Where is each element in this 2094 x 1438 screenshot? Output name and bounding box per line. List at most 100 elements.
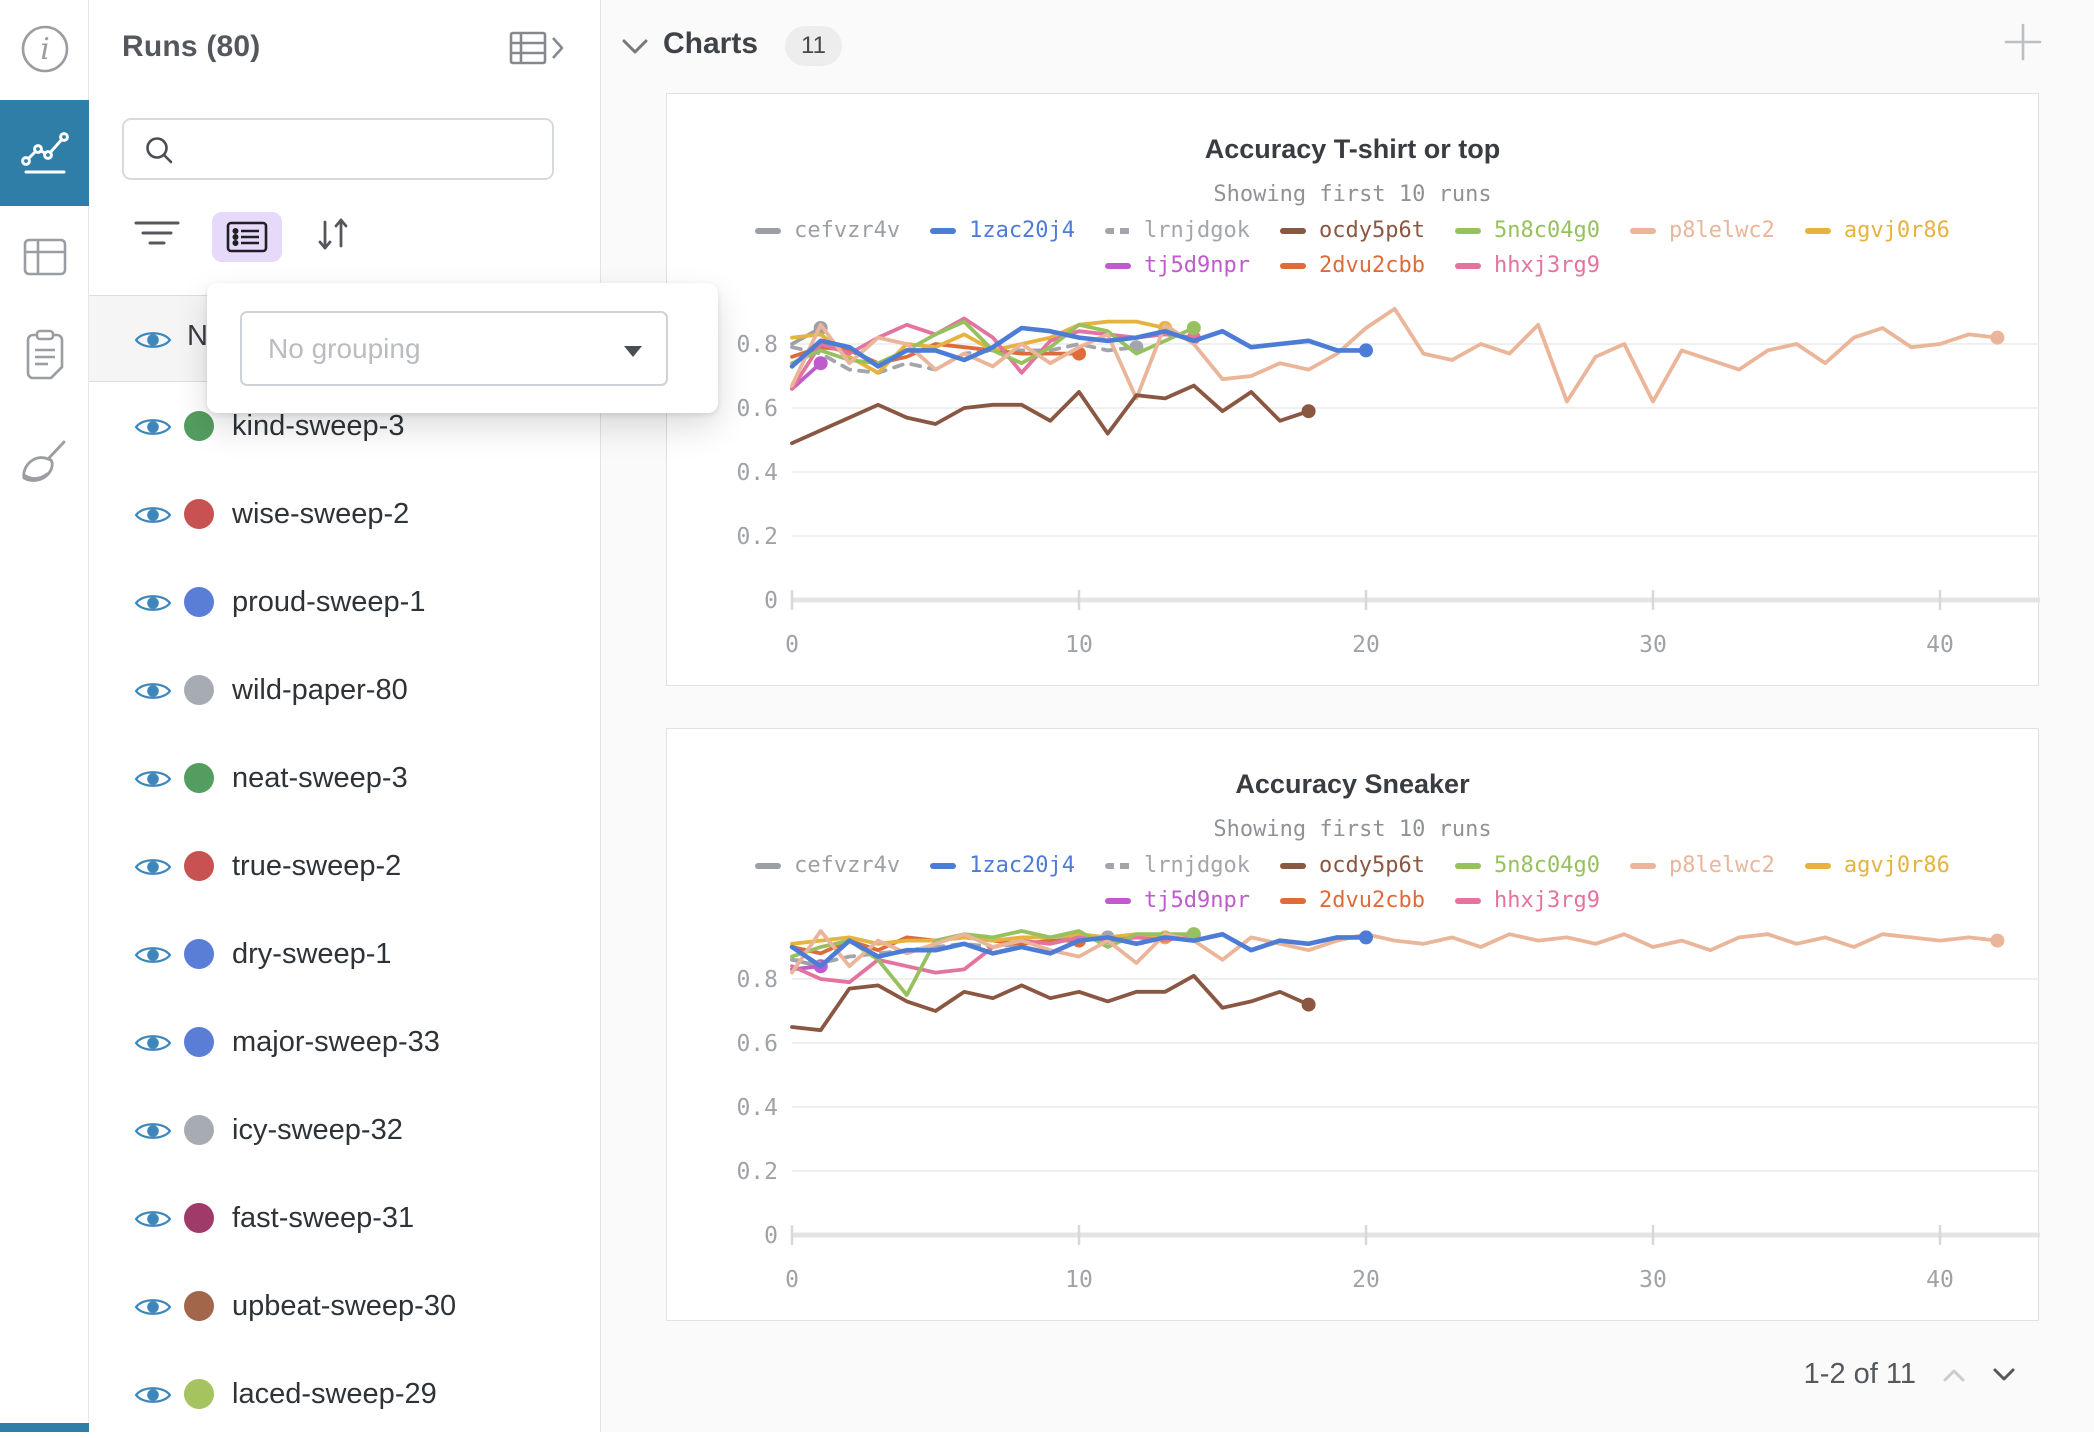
notes-button[interactable] (0, 326, 89, 386)
svg-text:0.6: 0.6 (736, 1031, 778, 1057)
legend-entry-lrnjdgok[interactable]: lrnjdgok (1105, 218, 1250, 243)
series-line-p8lelwc2 (790, 929, 2000, 975)
legend-entry-agvj0r86[interactable]: agvj0r86 (1804, 853, 1950, 878)
filter-runs-button[interactable] (134, 220, 180, 253)
legend-entry-2dvu2cbb[interactable]: 2dvu2cbb (1280, 253, 1425, 278)
run-row[interactable]: major-sweep-33 (89, 998, 600, 1086)
runs-search-input[interactable] (186, 124, 546, 174)
info-button[interactable]: i (0, 22, 89, 76)
legend-label: tj5d9npr (1144, 888, 1251, 913)
run-row[interactable]: wise-sweep-2 (89, 470, 600, 558)
run-row[interactable]: wild-paper-80 (89, 646, 600, 734)
run-color-dot (184, 1027, 214, 1057)
run-visibility-toggle[interactable] (134, 854, 172, 885)
legend-entry-ocdy5p6t[interactable]: ocdy5p6t (1280, 218, 1425, 243)
svg-text:0.8: 0.8 (736, 967, 778, 993)
runs-search-box (122, 118, 554, 180)
legend-entry-cefvzr4v[interactable]: cefvzr4v (755, 853, 900, 878)
run-visibility-toggle[interactable] (134, 414, 172, 445)
legend-entry-p8lelwc2[interactable]: p8lelwc2 (1629, 853, 1775, 878)
chart-plot[interactable]: 00.20.40.60.8010203040Step (667, 262, 2040, 674)
legend-label: 1zac20j4 (969, 853, 1076, 878)
rail-bottom-active-strip[interactable] (0, 1423, 89, 1432)
run-visibility-toggle[interactable] (134, 942, 172, 973)
legend-swatch (1105, 227, 1132, 234)
legend-entry-ocdy5p6t[interactable]: ocdy5p6t (1280, 853, 1425, 878)
legend-entry-agvj0r86[interactable]: agvj0r86 (1804, 218, 1950, 243)
pagination-next-button[interactable] (1992, 1367, 2016, 1383)
chart-subtitle: Showing first 10 runs (1213, 182, 1492, 207)
pagination-label: 1-2 of 11 (1803, 1358, 1916, 1390)
run-name: neat-sweep-3 (232, 762, 408, 794)
sort-runs-button[interactable] (317, 214, 349, 259)
toggle-all-visibility-button[interactable] (134, 327, 172, 358)
legend-label: p8lelwc2 (1668, 218, 1775, 243)
chart-panel[interactable]: Accuracy Sneaker Showing first 10 runs cef… (666, 728, 2040, 1321)
legend-swatch (1280, 897, 1307, 904)
chevron-down-icon (1993, 1368, 2015, 1380)
legend-entry-tj5d9npr[interactable]: tj5d9npr (1105, 253, 1250, 278)
legend-swatch (1454, 862, 1481, 869)
run-row[interactable]: upbeat-sweep-30 (89, 1262, 600, 1350)
svg-text:0.2: 0.2 (736, 524, 778, 550)
run-name: laced-sweep-29 (232, 1378, 437, 1410)
legend-swatch (930, 227, 957, 234)
legend-entry-cefvzr4v[interactable]: cefvzr4v (755, 218, 900, 243)
run-visibility-toggle[interactable] (134, 678, 172, 709)
svg-text:0: 0 (764, 1223, 778, 1249)
run-color-dot (184, 851, 214, 881)
open-runs-table-button[interactable] (509, 30, 571, 71)
table-icon (23, 238, 66, 276)
run-name: true-sweep-2 (232, 850, 402, 882)
legend-swatch (1804, 227, 1831, 234)
svg-text:0.4: 0.4 (736, 1095, 778, 1121)
run-visibility-toggle[interactable] (134, 502, 172, 533)
run-visibility-toggle[interactable] (134, 766, 172, 797)
legend-swatch (755, 227, 782, 234)
run-row[interactable]: proud-sweep-1 (89, 558, 600, 646)
eye-icon (134, 419, 172, 435)
eye-icon (134, 1299, 172, 1315)
legend-entry-p8lelwc2[interactable]: p8lelwc2 (1629, 218, 1775, 243)
run-color-dot (184, 1291, 214, 1321)
legend-entry-2dvu2cbb[interactable]: 2dvu2cbb (1280, 888, 1425, 913)
run-row[interactable]: icy-sweep-32 (89, 1086, 600, 1174)
run-row[interactable]: kind-sweep-3 (89, 382, 600, 470)
run-visibility-toggle[interactable] (134, 1294, 172, 1325)
chart-plot[interactable]: 00.20.40.60.8010203040Step (667, 897, 2040, 1309)
run-row[interactable]: neat-sweep-3 (89, 734, 600, 822)
run-visibility-toggle[interactable] (134, 1206, 172, 1237)
legend-label: agvj0r86 (1843, 853, 1950, 878)
add-panel-button[interactable] (2001, 20, 2045, 69)
run-row[interactable]: dry-sweep-1 (89, 910, 600, 998)
chart-panel[interactable]: Accuracy T-shirt or top Showing first 10 … (666, 93, 2040, 686)
svg-text:10: 10 (1065, 632, 1093, 658)
sweeps-button[interactable] (0, 432, 89, 496)
group-runs-button[interactable] (212, 212, 282, 262)
collapse-charts-button[interactable] (621, 38, 649, 61)
legend-entry-1zac20j4[interactable]: 1zac20j4 (930, 218, 1075, 243)
workspace-panels-button[interactable] (0, 100, 89, 206)
legend-entry-lrnjdgok[interactable]: lrnjdgok (1105, 853, 1250, 878)
runs-table-button[interactable] (0, 230, 89, 284)
run-visibility-toggle[interactable] (134, 1382, 172, 1413)
run-visibility-toggle[interactable] (134, 590, 172, 621)
legend-entry-hhxj3rg9[interactable]: hhxj3rg9 (1454, 253, 1600, 278)
pagination-prev-button[interactable] (1942, 1367, 1966, 1383)
chart-title: Accuracy T-shirt or top (1204, 134, 1501, 164)
svg-text:10: 10 (1065, 1267, 1093, 1293)
legend-entry-1zac20j4[interactable]: 1zac20j4 (930, 853, 1075, 878)
legend-entry-hhxj3rg9[interactable]: hhxj3rg9 (1454, 888, 1600, 913)
run-row[interactable]: fast-sweep-31 (89, 1174, 600, 1262)
run-visibility-toggle[interactable] (134, 1030, 172, 1061)
run-row[interactable]: laced-sweep-29 (89, 1350, 600, 1438)
runs-panel: Runs (80) (89, 0, 600, 1432)
chart-legend: cefvzr4v tj5d9npr lrnjdgok 2dvu2cbb agvj0r86… (667, 853, 2038, 913)
run-name: upbeat-sweep-30 (232, 1290, 457, 1322)
run-visibility-toggle[interactable] (134, 1118, 172, 1149)
run-row[interactable]: true-sweep-2 (89, 822, 600, 910)
grouping-select[interactable]: No grouping (240, 311, 668, 386)
legend-entry-tj5d9npr[interactable]: tj5d9npr (1105, 888, 1250, 913)
legend-entry-5n8c04g0[interactable]: 5n8c04g0 (1454, 853, 1600, 878)
legend-entry-5n8c04g0[interactable]: 5n8c04g0 (1454, 218, 1600, 243)
